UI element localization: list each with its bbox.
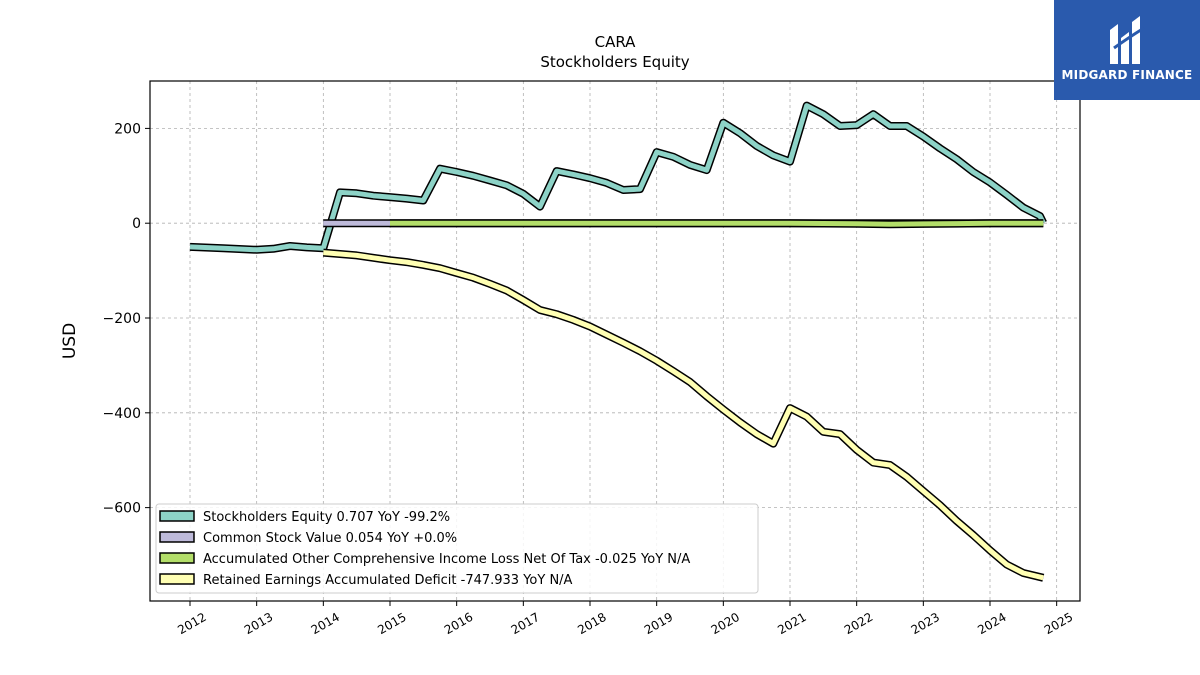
series-line-outline [189, 101, 1047, 254]
legend-label: Accumulated Other Comprehensive Income L… [203, 552, 690, 567]
series-4 [322, 248, 1045, 582]
x-tick-label: 2025 [1042, 610, 1075, 637]
midgard-finance-logo: MIDGARD FINANCE [1054, 0, 1200, 100]
y-tick-label: 200 [114, 121, 141, 137]
series-line [189, 103, 1046, 253]
x-tick-label: 2018 [575, 610, 608, 637]
x-tick-label: 2015 [375, 610, 408, 637]
y-tick-label: −600 [103, 501, 141, 517]
y-tick-label: −200 [103, 311, 141, 327]
series-1 [189, 101, 1047, 254]
legend-label: Retained Earnings Accumulated Deficit -7… [203, 573, 573, 588]
chart-title: CARA [595, 33, 637, 51]
logo-mark-icon [1110, 16, 1145, 64]
series-line [323, 250, 1044, 581]
legend-swatch [159, 573, 195, 585]
legend: Stockholders Equity 0.707 YoY -99.2% Comm… [155, 503, 759, 594]
x-tick-label: 2014 [309, 610, 342, 637]
logo-text: MIDGARD FINANCE [1061, 68, 1193, 82]
x-tick-label: 2016 [442, 610, 475, 637]
legend-swatch [159, 531, 195, 543]
series-3 [390, 219, 1044, 229]
series-line [390, 220, 1044, 227]
plot-frame [149, 80, 1081, 602]
y-axis-label: USD [60, 323, 80, 359]
chart-subtitle: Stockholders Equity [540, 53, 689, 71]
x-tick-label: 2022 [842, 610, 875, 637]
legend-swatch [159, 510, 195, 522]
legend-label: Common Stock Value 0.054 YoY +0.0% [203, 531, 457, 546]
y-tick-label: −400 [103, 406, 141, 422]
x-tick-label: 2017 [509, 610, 542, 637]
x-tick-label: 2013 [242, 610, 275, 637]
y-tick-label: 0 [132, 216, 141, 232]
x-tick-label: 2023 [909, 610, 942, 637]
legend-swatch [159, 552, 195, 564]
x-tick-label: 2020 [709, 610, 742, 637]
legend-label: Stockholders Equity 0.707 YoY -99.2% [203, 510, 450, 525]
x-tick-label: 2024 [975, 610, 1008, 637]
x-tick-label: 2012 [175, 610, 208, 637]
x-tick-label: 2019 [642, 610, 675, 637]
x-tick-label: 2021 [775, 610, 808, 637]
